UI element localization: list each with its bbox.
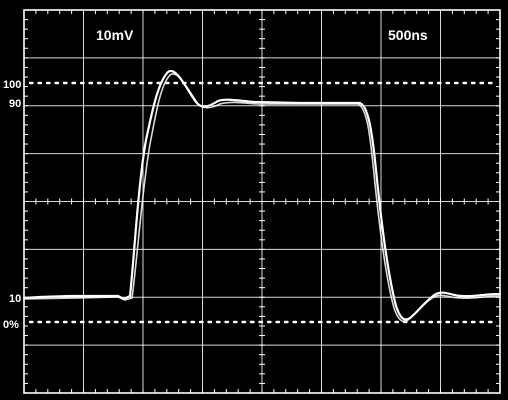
waveform-trace bbox=[22, 69, 502, 323]
level-label-100: 100 bbox=[3, 79, 21, 91]
waveform-trace-a bbox=[22, 69, 502, 321]
volts-per-div-label: 10mV bbox=[96, 27, 134, 43]
graticule-ticks bbox=[23, 9, 501, 394]
level-label-10: 10 bbox=[9, 293, 21, 305]
level-label-0: 0% bbox=[3, 319, 19, 331]
time-per-div-label: 500ns bbox=[388, 27, 428, 43]
waveform-trace-b bbox=[23, 73, 501, 323]
level-label-90: 90 bbox=[9, 98, 21, 110]
reference-level-lines bbox=[28, 81, 498, 324]
